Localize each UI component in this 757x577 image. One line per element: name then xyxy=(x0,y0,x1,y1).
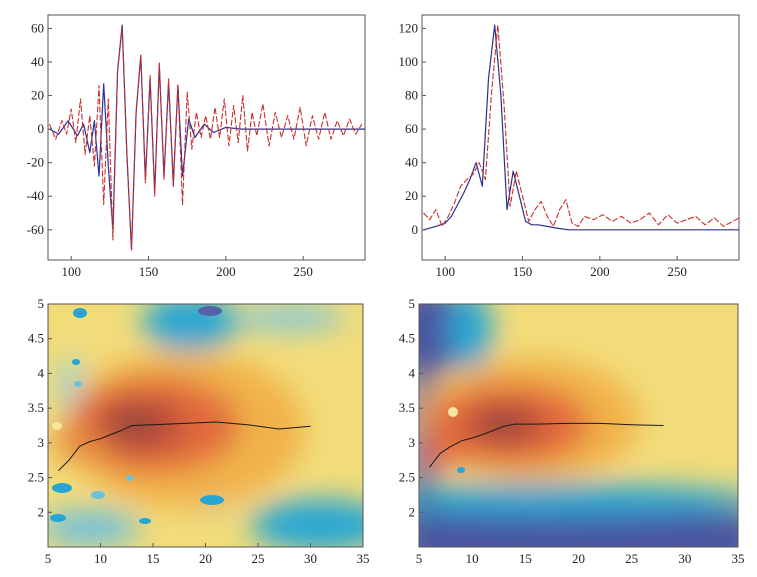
spot-5 xyxy=(91,491,105,499)
x-tick-label: 35 xyxy=(732,551,745,566)
y-tick-label: -20 xyxy=(27,155,44,170)
x-tick-label: 10 xyxy=(94,551,107,566)
axes-frame-top-right xyxy=(421,14,740,261)
x-tick-label: 100 xyxy=(61,264,81,279)
panel-bottom-right: 5 10 15 20 25 30 35 5 4.5 4 3.5 3 2.5 2 xyxy=(399,296,745,566)
spot-8 xyxy=(200,495,224,505)
series-group-top-right xyxy=(423,24,739,231)
spot-6 xyxy=(126,475,134,481)
left-red-arm xyxy=(50,430,110,460)
x-tick-label: 25 xyxy=(625,551,638,566)
y-tick-label: 4 xyxy=(38,365,45,380)
x-tick-label: 250 xyxy=(667,264,687,279)
spot-7 xyxy=(139,518,151,524)
y-tick-label: 60 xyxy=(31,20,44,35)
ridge-group-bottom-right xyxy=(429,422,664,468)
x-tick-label: 10 xyxy=(466,551,479,566)
x-tick-label: 15 xyxy=(147,551,160,566)
spot-4 xyxy=(52,483,72,493)
y-tick-label: 2 xyxy=(409,504,416,519)
series-red-line xyxy=(423,24,739,227)
x-tick-label: 150 xyxy=(139,264,159,279)
heatmap-bottom-right xyxy=(419,304,738,547)
heatmap-field-bottom-left xyxy=(48,304,363,547)
y-tick-label: 60 xyxy=(405,121,418,136)
spot-br-2 xyxy=(457,467,465,473)
y-tick-label: 5 xyxy=(38,296,45,311)
series-red-line xyxy=(48,27,363,251)
y-tick-label: 0 xyxy=(412,222,419,237)
y-tick-label: 5 xyxy=(409,296,416,311)
x-tick-label: 30 xyxy=(678,551,691,566)
y-tick-label: 3.5 xyxy=(28,400,44,415)
x-tick-label: 20 xyxy=(572,551,585,566)
y-tick-label: 3 xyxy=(38,435,45,450)
x-tick-label: 150 xyxy=(513,264,533,279)
y-tick-label: 3.5 xyxy=(399,400,415,415)
spot-1 xyxy=(73,308,87,318)
cyan-blob-bottom-right xyxy=(250,499,363,547)
y-tick-label: 2.5 xyxy=(399,470,415,485)
y-tick-label: 4 xyxy=(409,365,416,380)
spot-br-1 xyxy=(448,407,458,417)
y-tick-label: 120 xyxy=(399,20,419,35)
peak-zone xyxy=(112,411,152,437)
cyan-blob-bottom-left xyxy=(48,510,140,546)
heatmap-field-bottom-right xyxy=(419,304,738,547)
x-tick-label: 30 xyxy=(304,551,317,566)
cyan-blob-top xyxy=(142,304,238,350)
ridge-line xyxy=(429,422,664,468)
x-tick-label: 20 xyxy=(199,551,212,566)
x-tick-label: 5 xyxy=(45,551,52,566)
y-tick-label: 4.5 xyxy=(28,331,44,346)
ridge-group-bottom-left xyxy=(58,421,311,471)
y-tick-label: 80 xyxy=(405,88,418,103)
x-tick-label: 25 xyxy=(252,551,265,566)
y-tick-label: 4.5 xyxy=(399,331,415,346)
spot-10 xyxy=(198,306,222,316)
panel-bottom-left: 5 10 15 20 25 30 35 5 4.5 4 3.5 3 2.5 2 xyxy=(28,296,370,566)
x-tick-label: 100 xyxy=(435,264,455,279)
x-tick-label: 5 xyxy=(416,551,423,566)
series-group-top-left xyxy=(48,24,365,251)
y-tick-label: 40 xyxy=(31,54,44,69)
x-tick-label: 15 xyxy=(519,551,532,566)
ridge-line xyxy=(58,421,311,471)
deep-band-bottom xyxy=(419,512,738,547)
y-tick-label: -60 xyxy=(27,222,44,237)
spot-3 xyxy=(74,381,82,387)
ticks-group-bottom-left: 5 10 15 20 25 30 35 5 4.5 4 3.5 3 2.5 2 xyxy=(28,296,370,566)
y-tick-label: 40 xyxy=(405,155,418,170)
spot-2 xyxy=(72,359,80,365)
x-tick-label: 200 xyxy=(216,264,236,279)
peak-zone-br xyxy=(484,413,520,435)
y-tick-label: 100 xyxy=(399,54,419,69)
y-tick-label: 0 xyxy=(38,121,45,136)
series-blue-line xyxy=(423,24,739,231)
spot-9 xyxy=(50,514,66,522)
x-tick-label: 35 xyxy=(357,551,370,566)
y-tick-label: 3 xyxy=(409,435,416,450)
y-tick-label: 20 xyxy=(405,188,418,203)
y-tick-label: 20 xyxy=(31,88,44,103)
y-tick-label: 2 xyxy=(38,504,45,519)
heatmap-bottom-left xyxy=(48,304,363,547)
cyan-blob-top-right xyxy=(235,306,345,330)
y-tick-label: -40 xyxy=(27,188,44,203)
y-tick-label: 2.5 xyxy=(28,470,44,485)
cyan-band-bottom xyxy=(419,484,738,516)
x-tick-label: 200 xyxy=(590,264,610,279)
cyan-arc-left xyxy=(448,304,492,370)
x-tick-label: 250 xyxy=(293,264,313,279)
axes-frame-top-left xyxy=(47,14,366,261)
ticks-group-bottom-right: 5 10 15 20 25 30 35 5 4.5 4 3.5 3 2.5 2 xyxy=(399,296,745,566)
spot-11 xyxy=(52,422,62,430)
